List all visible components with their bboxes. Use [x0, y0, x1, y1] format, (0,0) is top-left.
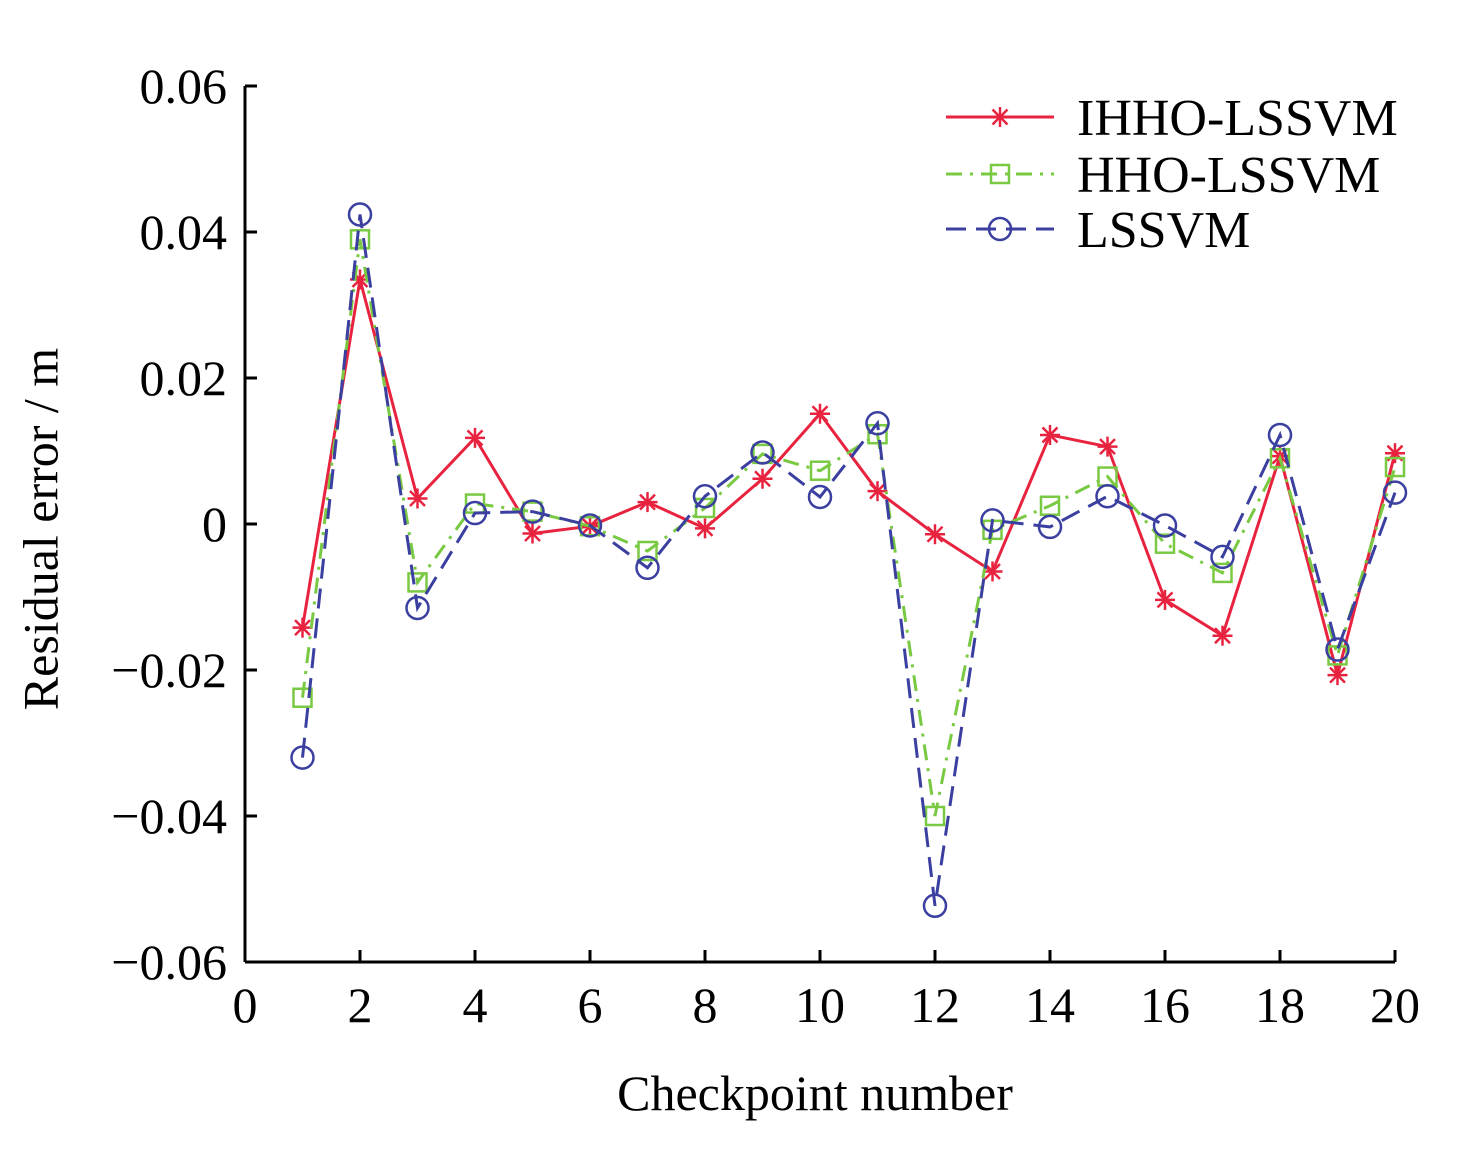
- data-point: [465, 427, 485, 448]
- series-line: [301, 214, 1397, 907]
- data-point: [579, 515, 601, 537]
- series-line: [301, 279, 1397, 682]
- x-axis-title: Checkpoint number: [617, 1065, 1013, 1121]
- data-point: [1095, 484, 1120, 509]
- data-point: [694, 497, 716, 519]
- data-point: [292, 617, 313, 638]
- data-point: [637, 492, 658, 513]
- x-tick-label: 4: [463, 977, 488, 1033]
- legend-label: LSSVM: [1077, 202, 1250, 259]
- data-point: [1212, 562, 1233, 584]
- data-point: [405, 595, 430, 621]
- data-point: [407, 572, 428, 593]
- legend-marker: [989, 163, 1011, 185]
- x-tick-label: 18: [1255, 977, 1305, 1033]
- x-tick-label: 12: [910, 977, 960, 1033]
- data-point: [1382, 480, 1408, 505]
- x-tick-label: 0: [233, 977, 258, 1033]
- y-tick-label: 0: [202, 496, 227, 552]
- data-point: [1152, 513, 1178, 538]
- data-point: [1269, 448, 1291, 469]
- data-point: [809, 460, 831, 481]
- data-point: [807, 484, 833, 510]
- y-tick-label: −0.04: [111, 788, 227, 844]
- data-point: [1210, 544, 1235, 570]
- y-tick-label: 0.06: [140, 58, 228, 114]
- data-point: [750, 440, 775, 465]
- y-ticks: 0.06 0.04 0.02 0 −0.02 −0.04 −0.06: [111, 58, 257, 990]
- data-point: [349, 229, 371, 250]
- x-tick-label: 8: [693, 977, 718, 1033]
- data-point: [924, 805, 946, 827]
- data-point: [1212, 625, 1233, 646]
- data-point: [1154, 533, 1176, 554]
- data-point: [1327, 665, 1348, 686]
- legend-item: LSSVM: [946, 202, 1250, 259]
- data-point: [520, 499, 545, 524]
- legend-marker: [987, 216, 1013, 242]
- legend-label: IHHO-LSSVM: [1077, 90, 1398, 147]
- data-point: [1155, 589, 1175, 610]
- x-tick-label: 14: [1025, 977, 1075, 1033]
- data-point: [1267, 422, 1293, 448]
- data-point: [1385, 443, 1405, 464]
- y-tick-label: 0.04: [140, 204, 228, 260]
- y-tick-label: 0.02: [140, 350, 228, 406]
- data-point: [752, 468, 773, 489]
- x-tick-label: 20: [1370, 977, 1420, 1033]
- x-tick-label: 6: [578, 977, 603, 1033]
- data-point: [695, 518, 715, 539]
- y-tick-label: −0.02: [111, 642, 227, 698]
- data-point: [290, 745, 315, 770]
- data-point: [577, 513, 603, 538]
- legend-label: HHO-LSSVM: [1077, 147, 1380, 204]
- data-point: [692, 484, 718, 509]
- data-point: [1097, 436, 1118, 457]
- x-tick-label: 10: [795, 977, 845, 1033]
- data-point: [1037, 514, 1063, 540]
- y-tick-label: −0.06: [111, 934, 227, 990]
- data-point: [522, 523, 543, 544]
- data-point: [865, 411, 890, 436]
- data-point: [292, 687, 313, 708]
- legend-item: IHHO-LSSVM: [946, 90, 1398, 147]
- series-hho-lssvm: [292, 229, 1406, 827]
- data-point: [867, 481, 888, 502]
- series-layer: [290, 202, 1408, 919]
- data-point: [462, 500, 488, 526]
- data-point: [980, 508, 1005, 533]
- x-tick-label: 16: [1140, 977, 1190, 1033]
- series-ihho-lssvm: [292, 269, 1405, 686]
- legend-item: HHO-LSSVM: [946, 147, 1380, 204]
- y-axis-title: Residual error / m: [12, 348, 68, 711]
- data-point: [637, 540, 658, 562]
- data-point: [407, 488, 428, 509]
- data-point: [522, 501, 543, 522]
- data-point: [1325, 637, 1350, 662]
- data-point: [347, 202, 373, 227]
- legend-marker: [990, 107, 1010, 127]
- data-point: [1040, 424, 1060, 445]
- x-ticks: 0 2 4 6 8 10 12 14 16 18 20: [233, 950, 1420, 1033]
- data-point: [1384, 456, 1406, 478]
- data-point: [922, 893, 948, 919]
- data-point: [810, 403, 830, 424]
- data-point: [635, 555, 660, 581]
- x-tick-label: 2: [348, 977, 373, 1033]
- series-lssvm: [290, 202, 1408, 919]
- data-point: [982, 561, 1003, 582]
- data-point: [925, 524, 945, 545]
